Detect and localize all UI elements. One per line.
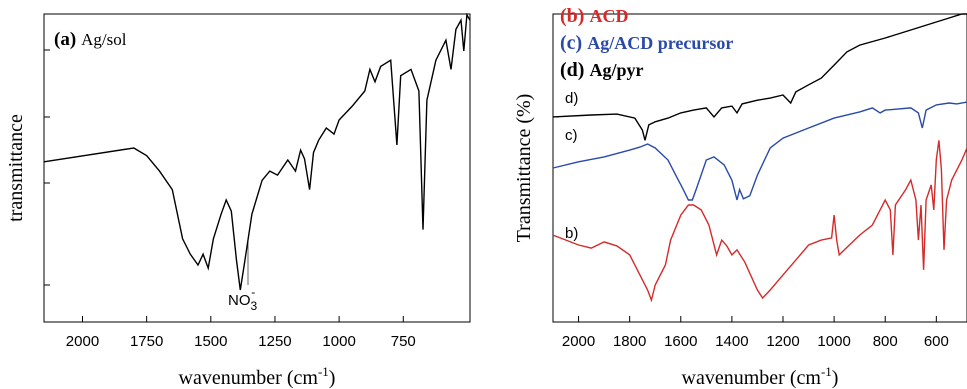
curve-label: d)	[565, 90, 578, 107]
x-tick-label: 1200	[766, 333, 799, 350]
x-axis-label: wavenumber (cm-1)	[682, 364, 839, 389]
curve-label: c)	[565, 127, 578, 144]
x-tick-label: 1250	[258, 333, 291, 350]
plot-frame	[43, 13, 471, 323]
y-axis-label: transmittance	[5, 114, 27, 222]
legend-tag: (a)	[54, 29, 76, 50]
x-tick-label: 2000	[562, 333, 595, 350]
x-tick-label: 2000	[66, 333, 99, 350]
spectrum-line	[552, 140, 967, 303]
annotation-text: NO	[228, 292, 251, 309]
x-tick-label: 1000	[322, 333, 355, 350]
spectrum-line	[552, 101, 967, 201]
legend-entry: (b) ACD	[560, 5, 628, 27]
legend-entry: (c) Ag/ACD precursor	[560, 32, 733, 54]
y-axis-label: Transmittance (%)	[513, 94, 535, 243]
legend-name: Ag/sol	[81, 30, 127, 49]
x-label-sup: -1	[318, 364, 329, 379]
x-tick-label: 1600	[664, 333, 697, 350]
annotation-sub: 3	[251, 299, 258, 313]
x-tick-label: 1750	[130, 333, 163, 350]
legend-entry: (d) Ag/pyr	[560, 59, 643, 81]
legend-tag: (c)	[560, 32, 582, 54]
legend-entry: (a) Ag/sol	[54, 29, 127, 50]
legend-name: ACD	[589, 6, 628, 26]
x-label-sup: -1	[821, 364, 832, 379]
x-tick-label: 1000	[817, 333, 850, 350]
x-label-end: )	[329, 367, 336, 389]
x-axis-label: wavenumber (cm-1)	[179, 364, 336, 389]
x-tick-label: 800	[873, 333, 898, 350]
x-tick-label: 750	[391, 333, 416, 350]
legend-name: Ag/pyr	[589, 60, 643, 80]
legend-tag: (b)	[560, 5, 584, 27]
x-label-text: wavenumber (cm	[682, 367, 822, 389]
x-label-end: )	[832, 367, 839, 389]
annotation: NO3-	[228, 285, 258, 313]
x-tick-label: 600	[924, 333, 949, 350]
spectrum-line	[43, 12, 471, 291]
x-tick-label: 1400	[715, 333, 748, 350]
legend-name: Ag/ACD precursor	[587, 33, 733, 53]
x-tick-label: 1800	[613, 333, 646, 350]
x-tick-label: 1500	[194, 333, 227, 350]
legend-tag: (d)	[560, 59, 584, 81]
curve-label: b)	[565, 225, 578, 242]
spectrum-line	[552, 13, 967, 141]
annotation-sup: -	[251, 285, 255, 299]
x-label-text: wavenumber (cm	[179, 367, 319, 389]
decor	[44, 49, 559, 286]
